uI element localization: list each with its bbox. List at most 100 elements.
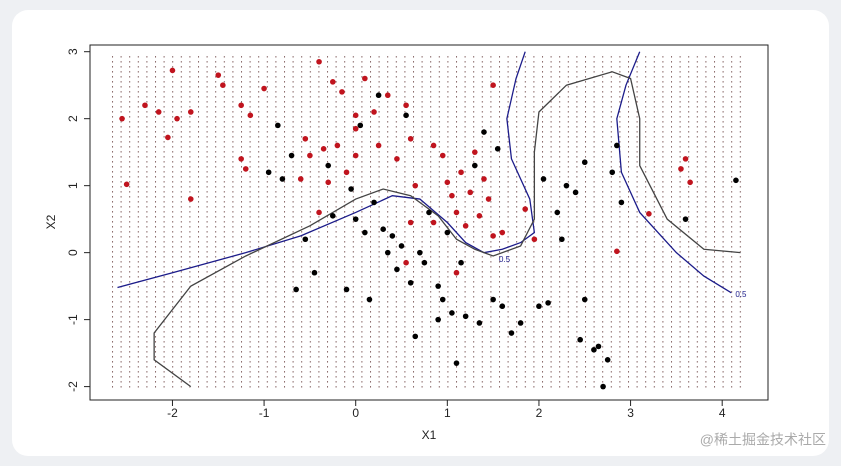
data-point [302, 135, 309, 142]
data-point [563, 182, 570, 189]
data-point [265, 169, 272, 176]
x-tick-label: -1 [259, 406, 270, 420]
data-point [485, 196, 492, 202]
data-point [481, 129, 487, 135]
data-point [302, 236, 309, 243]
data-point [394, 156, 400, 162]
data-point [407, 279, 414, 286]
data-point [678, 166, 684, 172]
data-point [375, 142, 382, 149]
data-point [352, 152, 359, 159]
y-tick-label: 3 [66, 48, 80, 55]
data-point [288, 152, 295, 159]
data-point [371, 199, 377, 206]
data-point [458, 169, 464, 176]
contour-label: 0.5 [735, 290, 747, 299]
data-point [536, 303, 542, 310]
data-point [307, 152, 313, 159]
data-point [421, 259, 428, 266]
data-point [581, 159, 588, 166]
data-point [279, 176, 286, 182]
data-point [499, 229, 506, 236]
data-point [329, 213, 336, 219]
data-point [417, 249, 423, 256]
data-point [275, 122, 281, 129]
data-point [604, 357, 611, 363]
data-point [334, 142, 341, 149]
data-point [458, 259, 464, 266]
data-point [472, 162, 478, 169]
decision-boundary [616, 51, 732, 294]
data-point [412, 182, 419, 189]
data-point [238, 102, 244, 109]
data-point [384, 249, 391, 256]
x-tick-label: -2 [167, 406, 178, 420]
data-point [559, 236, 565, 243]
data-point [371, 109, 377, 115]
data-point [545, 300, 551, 306]
data-point [247, 112, 254, 119]
data-point [242, 166, 249, 172]
data-point [540, 176, 547, 182]
data-point [430, 142, 437, 149]
data-point [343, 169, 350, 176]
data-point [261, 85, 267, 92]
data-point [407, 135, 414, 142]
data-point [591, 346, 597, 353]
data-point [733, 177, 739, 184]
data-point [439, 296, 446, 303]
data-point [554, 209, 561, 216]
data-point [614, 142, 620, 149]
data-point [187, 109, 194, 115]
data-point [490, 82, 496, 88]
data-point [311, 269, 318, 276]
data-point [352, 112, 359, 119]
data-point [426, 209, 432, 216]
data-point [472, 149, 478, 155]
data-point [444, 229, 451, 236]
data-point [380, 226, 386, 232]
y-tick-label: -2 [66, 381, 80, 392]
data-point [352, 125, 359, 132]
data-point [453, 360, 460, 366]
data-point [325, 162, 332, 169]
data-point [293, 286, 299, 293]
y-tick-label: 0 [66, 249, 80, 256]
data-point [609, 169, 616, 176]
x-tick-label: 3 [627, 406, 634, 420]
data-point [449, 192, 455, 199]
data-point [412, 333, 419, 340]
x-tick-label: 4 [719, 406, 726, 420]
data-point [481, 176, 487, 182]
data-point [572, 189, 579, 196]
data-point [453, 269, 460, 276]
y-axis-label: X2 [44, 214, 58, 229]
data-point [499, 303, 506, 310]
data-point [352, 216, 359, 222]
data-point [297, 176, 304, 182]
data-point [531, 236, 538, 243]
data-point [123, 181, 130, 188]
data-point [375, 92, 382, 99]
data-point [220, 82, 226, 88]
decision-boundary [153, 71, 741, 388]
data-point [325, 179, 332, 186]
watermark: @稀土掘金技术社区 [700, 432, 826, 448]
data-point [577, 336, 583, 343]
data-point [439, 152, 446, 159]
data-point [687, 179, 693, 186]
data-point [403, 259, 409, 266]
data-point [238, 156, 244, 162]
contour-label: 0.5 [499, 255, 511, 264]
data-point [329, 79, 336, 85]
data-point [462, 223, 469, 229]
data-point [453, 209, 460, 216]
data-point [362, 229, 368, 236]
data-point [490, 296, 496, 303]
data-point [682, 216, 689, 222]
data-point [316, 58, 322, 65]
data-point [517, 320, 524, 326]
data-point [435, 316, 441, 323]
x-tick-label: 0 [352, 406, 359, 420]
